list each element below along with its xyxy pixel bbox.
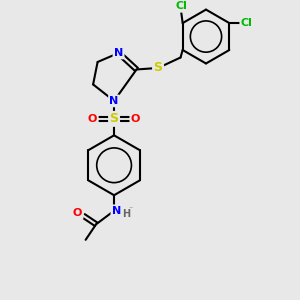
- Text: O: O: [73, 208, 82, 218]
- Text: H: H: [123, 209, 131, 219]
- Text: Cl: Cl: [175, 1, 187, 11]
- Text: S: S: [110, 112, 118, 125]
- Text: ⁻: ⁻: [128, 205, 133, 214]
- Text: Cl: Cl: [241, 18, 253, 28]
- Text: N: N: [112, 206, 121, 216]
- Text: S: S: [154, 61, 163, 74]
- Text: O: O: [131, 114, 140, 124]
- Text: N: N: [114, 48, 123, 58]
- Text: O: O: [88, 114, 97, 124]
- Text: N: N: [110, 96, 119, 106]
